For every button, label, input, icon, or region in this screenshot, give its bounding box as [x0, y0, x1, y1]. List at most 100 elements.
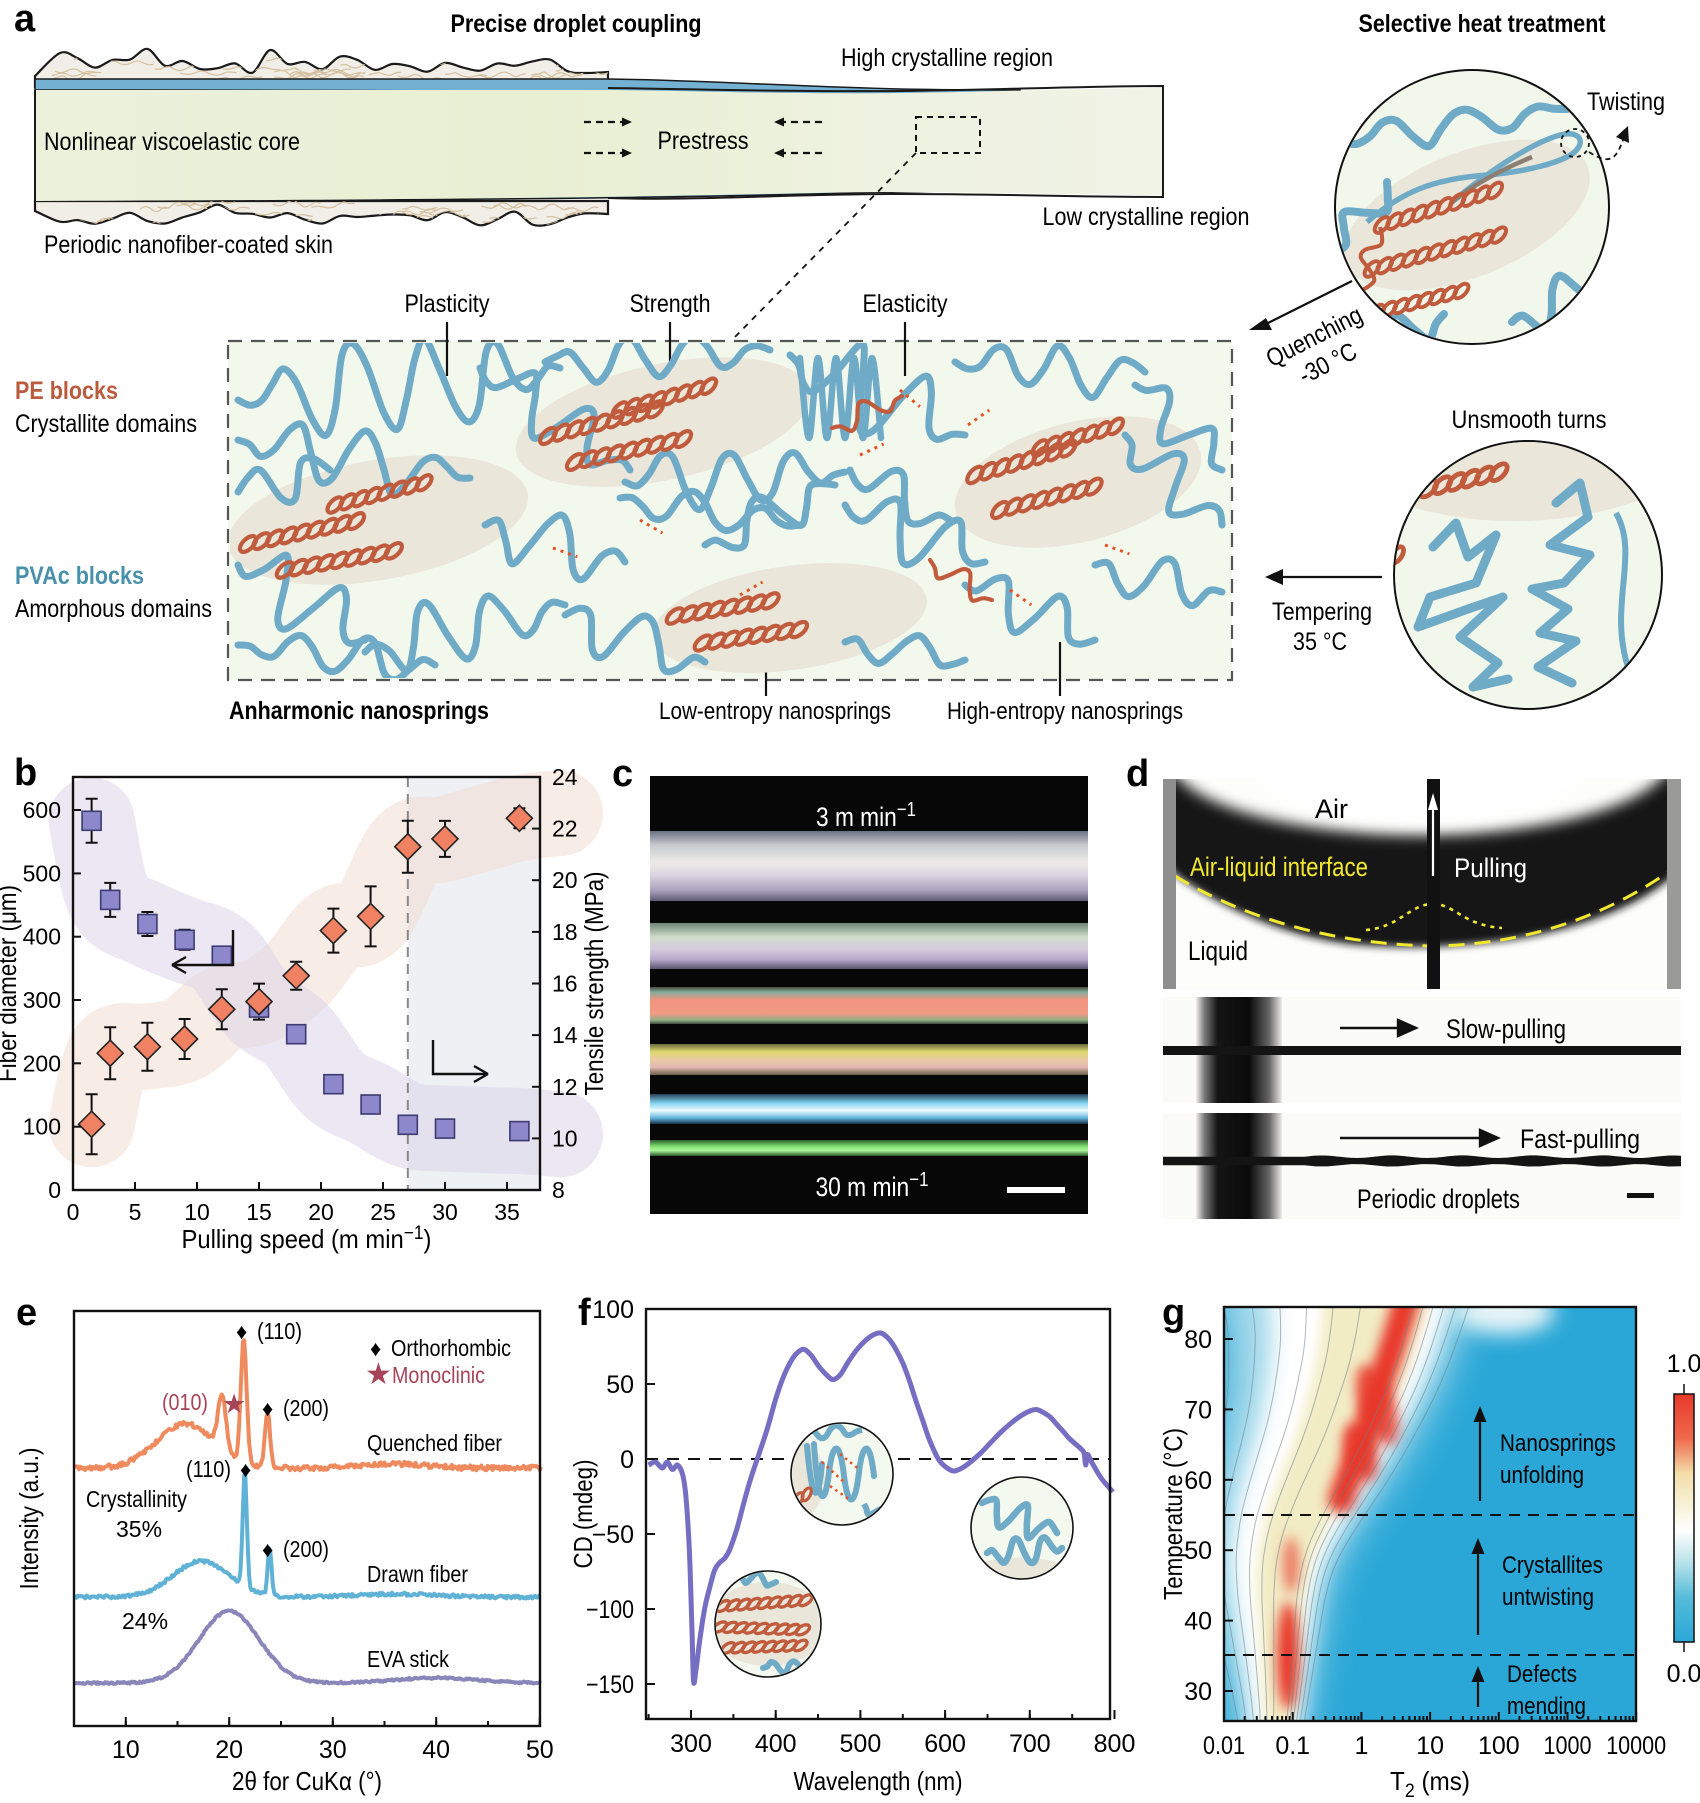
svg-text:Twisting: Twisting [1587, 88, 1665, 116]
svg-text:(200): (200) [283, 1536, 329, 1562]
svg-text:PE blocks: PE blocks [15, 377, 118, 405]
svg-text:Elasticity: Elasticity [863, 290, 948, 318]
svg-text:100: 100 [23, 1114, 61, 1140]
svg-text:unfolding: unfolding [1500, 1462, 1584, 1489]
svg-text:Nonlinear viscoelastic core: Nonlinear viscoelastic core [44, 128, 300, 156]
svg-text:0: 0 [48, 1177, 61, 1203]
svg-text:★: ★ [365, 1358, 392, 1391]
svg-text:300: 300 [670, 1730, 712, 1758]
svg-text:b: b [14, 752, 37, 794]
svg-text:50: 50 [526, 1736, 554, 1764]
svg-text:30: 30 [1184, 1678, 1212, 1706]
svg-text:12: 12 [552, 1074, 578, 1100]
svg-text:Periodic droplets: Periodic droplets [1357, 1184, 1520, 1214]
svg-text:Amorphous domains: Amorphous domains [15, 595, 212, 623]
svg-text:Periodic nanofiber-coated skin: Periodic nanofiber-coated skin [44, 231, 333, 259]
svg-text:Drawn fiber: Drawn fiber [367, 1561, 468, 1587]
svg-text:80: 80 [1184, 1326, 1212, 1354]
svg-text:Defects: Defects [1507, 1661, 1577, 1688]
svg-text:400: 400 [755, 1730, 797, 1758]
svg-text:15: 15 [246, 1199, 272, 1225]
svg-text:10000: 10000 [1606, 1732, 1666, 1760]
svg-text:400: 400 [23, 924, 61, 950]
svg-text:1.0: 1.0 [1667, 1350, 1700, 1378]
svg-text:1000: 1000 [1544, 1732, 1592, 1760]
svg-text:500: 500 [840, 1730, 882, 1758]
svg-text:(200): (200) [283, 1395, 329, 1421]
svg-text:c: c [612, 753, 633, 795]
svg-text:200: 200 [23, 1050, 61, 1076]
svg-text:♦: ♦ [236, 1319, 247, 1344]
svg-text:10: 10 [184, 1199, 210, 1225]
svg-text:24%: 24% [122, 1608, 168, 1634]
svg-text:30: 30 [432, 1199, 458, 1225]
svg-text:♦: ♦ [240, 1457, 251, 1482]
svg-text:(110): (110) [186, 1456, 231, 1482]
svg-text:♦: ♦ [262, 1396, 273, 1421]
svg-text:18: 18 [552, 919, 578, 945]
svg-text:600: 600 [924, 1730, 966, 1758]
svg-text:Tempering: Tempering [1272, 598, 1372, 626]
svg-text:20: 20 [215, 1736, 243, 1764]
svg-text:♦: ♦ [370, 1336, 381, 1361]
svg-text:f: f [578, 1292, 591, 1334]
svg-text:Low-entropy nanosprings: Low-entropy nanosprings [659, 698, 891, 725]
svg-text:PVAc blocks: PVAc blocks [15, 562, 144, 590]
svg-text:0.01: 0.01 [1203, 1732, 1245, 1760]
svg-text:High crystalline region: High crystalline region [841, 44, 1053, 72]
svg-text:70: 70 [1184, 1396, 1212, 1424]
svg-text:−150: −150 [586, 1671, 634, 1699]
svg-text:300: 300 [23, 987, 61, 1013]
svg-text:100: 100 [592, 1296, 634, 1324]
svg-text:600: 600 [23, 797, 61, 823]
svg-text:0.0: 0.0 [1667, 1660, 1700, 1688]
svg-text:untwisting: untwisting [1502, 1584, 1594, 1611]
svg-text:Strength: Strength [630, 290, 711, 318]
svg-text:(110): (110) [257, 1318, 302, 1344]
svg-text:g: g [1162, 1292, 1185, 1334]
svg-text:20: 20 [308, 1199, 334, 1225]
svg-text:EVA stick: EVA stick [367, 1646, 449, 1672]
svg-text:Monoclinic: Monoclinic [392, 1362, 485, 1388]
svg-text:Anharmonic nanosprings: Anharmonic nanosprings [229, 697, 489, 725]
svg-text:35%: 35% [116, 1516, 162, 1542]
svg-text:Pulling speed (m min−1): Pulling speed (m min−1) [182, 1223, 432, 1254]
svg-text:100: 100 [1478, 1732, 1520, 1760]
svg-text:0.1: 0.1 [1275, 1732, 1310, 1760]
svg-text:1: 1 [1354, 1732, 1368, 1760]
svg-text:5: 5 [129, 1199, 142, 1225]
svg-text:Air-liquid interface: Air-liquid interface [1190, 852, 1368, 882]
svg-text:0: 0 [67, 1199, 80, 1225]
svg-text:Crystallite domains: Crystallite domains [15, 410, 197, 438]
svg-text:10: 10 [1416, 1732, 1444, 1760]
svg-text:Intensity (a.u.): Intensity (a.u.) [14, 1448, 44, 1590]
svg-text:24: 24 [552, 764, 578, 790]
svg-text:60: 60 [1184, 1467, 1212, 1495]
svg-text:Fast-pulling: Fast-pulling [1520, 1124, 1640, 1154]
svg-text:High-entropy nanosprings: High-entropy nanosprings [947, 698, 1183, 725]
svg-text:35 °C: 35 °C [1293, 628, 1347, 656]
svg-text:Unsmooth turns: Unsmooth turns [1452, 406, 1607, 434]
svg-text:40: 40 [422, 1736, 450, 1764]
svg-text:0: 0 [620, 1446, 634, 1474]
svg-text:Selective heat treatment: Selective heat treatment [1359, 10, 1607, 38]
svg-text:Temperature (°C): Temperature (°C) [1158, 1428, 1188, 1600]
svg-text:50: 50 [606, 1371, 634, 1399]
svg-text:10: 10 [112, 1736, 140, 1764]
svg-text:−100: −100 [586, 1596, 634, 1624]
svg-text:Pulling: Pulling [1454, 853, 1527, 883]
svg-text:Liquid: Liquid [1188, 936, 1248, 966]
svg-text:(010): (010) [162, 1389, 208, 1415]
svg-text:14: 14 [552, 1022, 578, 1048]
svg-text:Prestress: Prestress [658, 127, 749, 155]
svg-text:Quenched fiber: Quenched fiber [367, 1430, 502, 1456]
svg-text:8: 8 [552, 1177, 565, 1203]
svg-text:800: 800 [1094, 1730, 1136, 1758]
svg-text:Plasticity: Plasticity [405, 290, 490, 318]
svg-text:mending: mending [1507, 1693, 1586, 1720]
svg-text:d: d [1126, 753, 1149, 795]
svg-text:35: 35 [494, 1199, 520, 1225]
svg-text:Nanosprings: Nanosprings [1500, 1430, 1616, 1457]
svg-text:−50: −50 [592, 1521, 634, 1549]
svg-text:20: 20 [552, 867, 578, 893]
